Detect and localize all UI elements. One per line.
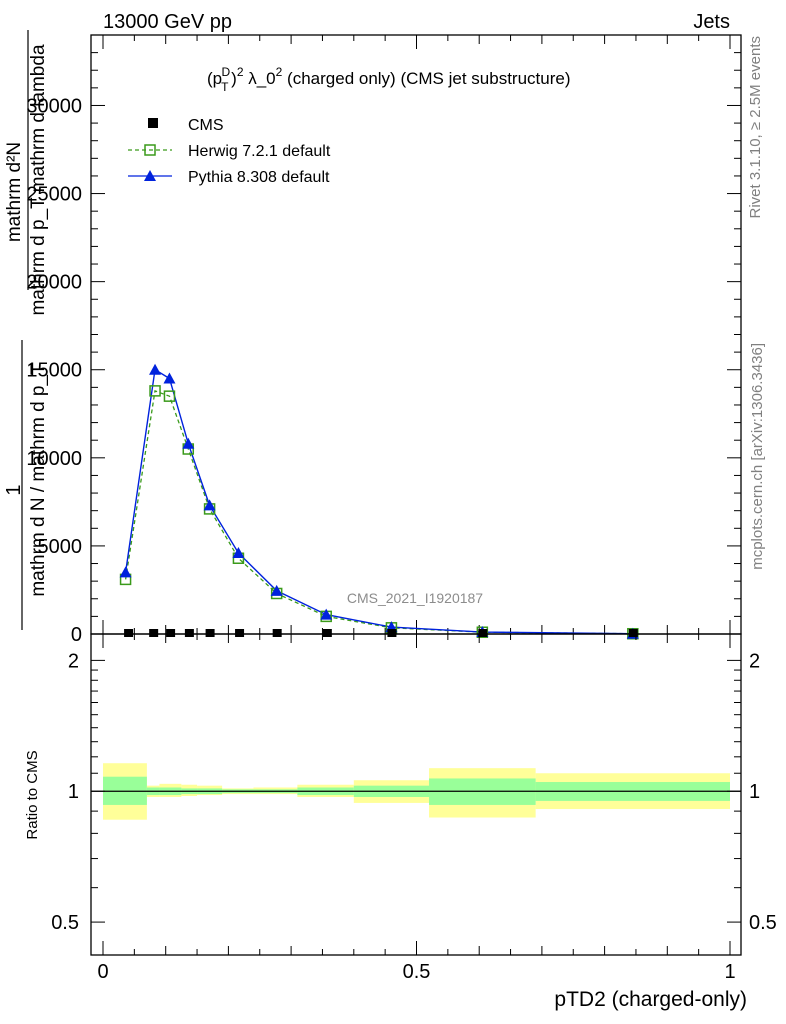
pythia-point	[203, 499, 216, 511]
header-left: 13000 GeV pp	[103, 11, 232, 33]
main-ytick-label: 25000	[26, 184, 82, 206]
main-ytick-label: 30000	[26, 95, 82, 117]
legend-marker-pythia	[144, 170, 156, 181]
cms-point	[205, 629, 215, 637]
cms-point	[322, 629, 332, 637]
ratio-ytick-label-right: 1	[749, 781, 760, 803]
x-axis-label: pTD2 (charged-only)	[554, 988, 747, 1011]
main-ytick-label: 20000	[26, 272, 82, 294]
ratio-ytick-label: 0.5	[51, 912, 79, 934]
pythia-point	[119, 566, 132, 578]
cms-point	[272, 629, 282, 637]
main-ylabel: 1 mathrm d N / mathrm d p_T mathrm d²N m…	[3, 30, 49, 630]
cms-point	[235, 629, 245, 637]
title-sup3: 2	[276, 65, 283, 79]
ratio-ytick-label: 2	[68, 650, 79, 672]
ylabel-den-1: mathrm d N / mathrm d p_T	[28, 363, 49, 597]
pythia-point	[149, 363, 162, 375]
title-sub1: T	[221, 80, 229, 94]
title-sup1: D	[221, 65, 230, 79]
ratio-ytick-label-right: 2	[749, 650, 760, 672]
ratio-ytick-label-right: 0.5	[749, 912, 777, 934]
legend-marker-herwig	[144, 144, 156, 156]
mcplots-label: mcplots.cern.ch [arXiv:1306.3436]	[749, 343, 766, 570]
ylabel-num-2: mathrm d²N	[4, 142, 25, 242]
cms-point	[478, 629, 488, 637]
cms-point	[387, 629, 397, 637]
ylabel-den-2: mathrm d p_T mathrm d lambda	[28, 44, 49, 315]
title-mid: )	[231, 69, 237, 88]
pythia-point	[270, 584, 283, 596]
pythia-point	[163, 372, 176, 384]
main-ytick-label: 5000	[38, 536, 83, 558]
analysis-watermark: CMS_2021_I1920187	[347, 590, 483, 606]
ratio-panel-axes: 0.5 0.5 1 1 2 2 0 0.5 1	[51, 634, 777, 983]
title-prefix: (p	[207, 69, 222, 88]
herwig-point	[163, 390, 176, 402]
legend-label-pythia: Pythia 8.308 default	[188, 169, 330, 186]
title-sup2: 2	[237, 65, 244, 79]
cms-point	[124, 629, 134, 637]
pythia-point	[182, 437, 195, 449]
cms-point	[184, 629, 194, 637]
cms-point	[166, 629, 176, 637]
ratio-panel-frame	[90, 633, 742, 956]
rivet-label: Rivet 3.1.10, ≥ 2.5M events	[747, 36, 764, 219]
pythia-point	[232, 546, 245, 558]
main-ytick-label: 10000	[26, 448, 82, 470]
ylabel-num-1: 1	[3, 484, 25, 495]
header-right: Jets	[693, 11, 730, 33]
cms-point	[628, 629, 638, 637]
ratio-ytick-label: 1	[68, 781, 79, 803]
legend: CMS Herwig 7.2.1 default Pythia 8.308 de…	[128, 117, 331, 186]
main-panel-axes: 0 5000 10000 15000 20000 25000 30000	[26, 35, 741, 646]
title-lambda: λ_0	[244, 69, 276, 88]
herwig-point	[149, 385, 161, 397]
legend-label-herwig: Herwig 7.2.1 default	[188, 143, 331, 160]
legend-marker-cms	[148, 118, 158, 128]
ratio-xtick-label: 1	[724, 961, 735, 983]
legend-label-cms: CMS	[188, 117, 224, 134]
ratio-ylabel: Ratio to CMS	[24, 750, 41, 839]
title-suffix: (charged only) (CMS jet substructure)	[282, 69, 570, 88]
pythia-point	[320, 608, 333, 620]
cms-point	[149, 629, 159, 637]
ratio-panel-bands	[91, 763, 741, 820]
plot-title: (pTD)2 λ_02 (charged only) (CMS jet subs…	[207, 65, 570, 94]
main-ytick-label: 15000	[26, 360, 82, 382]
ratio-xtick-label: 0.5	[403, 961, 431, 983]
ratio-xtick-label: 0	[97, 961, 108, 983]
main-ytick-label: 0	[71, 624, 82, 646]
